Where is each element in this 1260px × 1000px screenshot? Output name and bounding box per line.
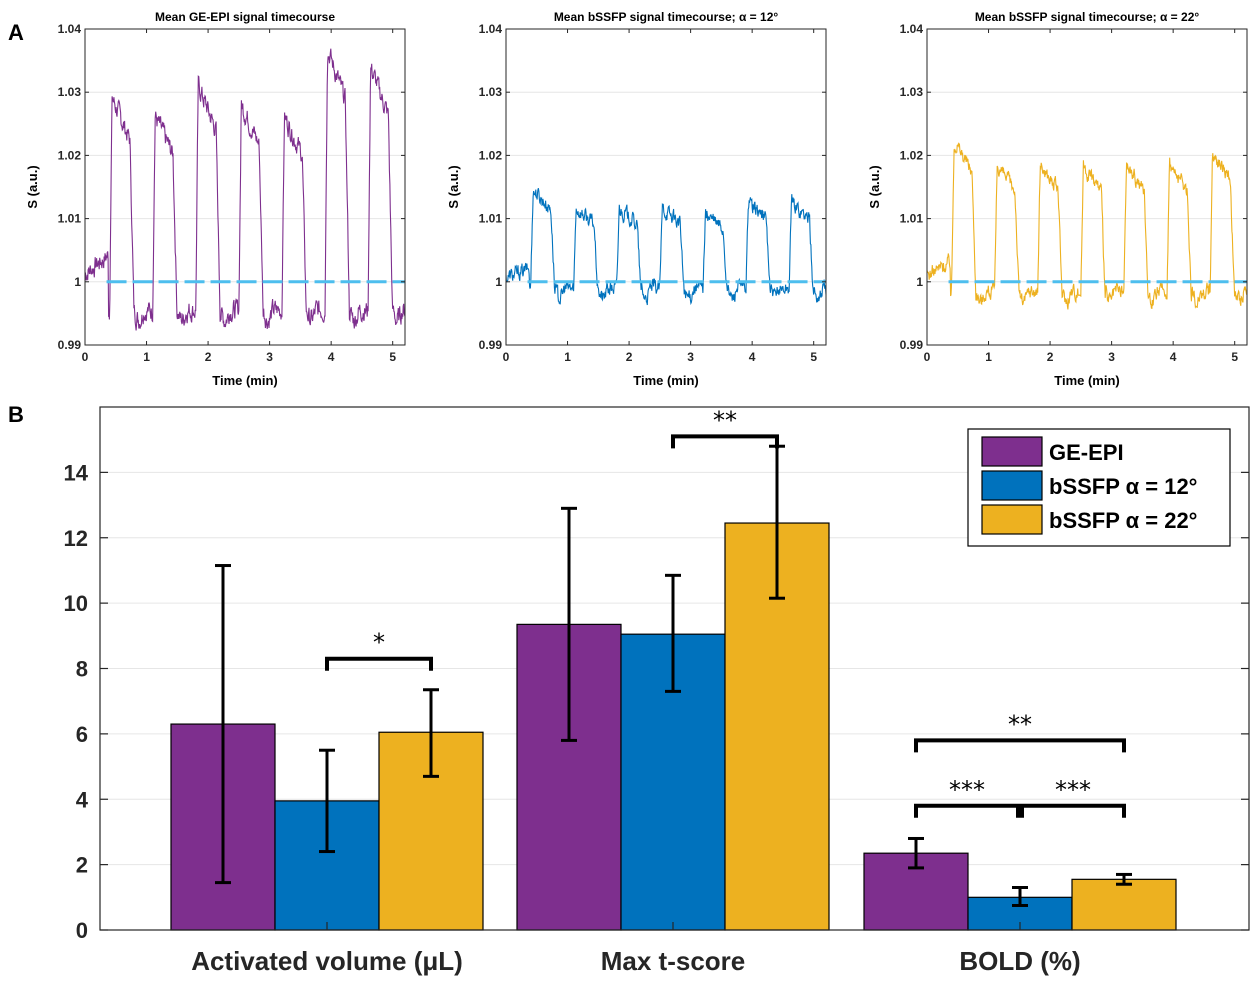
significance-bracket [914,738,1126,753]
y-tick-label: 1.02 [58,148,82,162]
y-tick-label: 1.04 [58,22,82,36]
x-tick-label: 1 [143,350,150,364]
x-tick-label: 2 [205,350,212,364]
x-tick-label: 5 [1231,350,1238,364]
x-tick-label: 0 [503,350,510,364]
axes-box [505,28,827,346]
y-tick-label: 1 [495,275,502,289]
plot-title: Mean bSSFP signal timecourse; α = 12° [554,10,779,24]
timecourse-plot-ge-epi: 0.99 1 1.01 1.02 1.03 1.04 0 1 2 3 4 5 Mean GE-EPI s… [25,10,406,388]
signal-trace [926,142,1248,310]
x-axis-label: Time (min) [1054,373,1120,388]
legend: GE-EPI bSSFP α = 12° bSSFP α = 22° [967,428,1231,547]
x-tick-label: 3 [687,350,694,364]
legend-label: bSSFP α = 22° [1049,508,1197,533]
legend-label: GE-EPI [1049,440,1124,465]
category-label: BOLD (%) [959,946,1080,976]
y-tick-label: 8 [76,657,88,682]
x-axis-label: Time (min) [633,373,699,388]
y-tick-label: 1.03 [479,85,503,99]
x-tick-label: 0 [82,350,89,364]
y-axis-label: S (a.u.) [446,165,461,208]
y-tick-label: 14 [64,460,89,485]
x-tick-label: 4 [1170,350,1177,364]
legend-swatch [981,470,1043,501]
significance-bracket [914,803,1020,818]
axes-box [84,28,406,346]
x-tick-label: 3 [266,350,273,364]
y-tick-label: 1.03 [900,85,924,99]
y-tick-label: 1 [74,275,81,289]
y-tick-label: 1.01 [58,212,82,226]
y-tick-label: 0 [76,918,88,943]
y-axis-label: S (a.u.) [25,165,40,208]
x-tick-label: 2 [626,350,633,364]
panel-label-a: A [8,20,24,45]
significance-bracket [1020,803,1126,818]
category-label: Activated volume (μL) [191,946,463,976]
panel-label-b: B [8,402,24,427]
timecourse-plot-bssfp-12: 0.99 1 1.01 1.02 1.03 1.04 0 1 2 3 4 5 Mean bSSFP si… [446,10,827,388]
y-tick-label: 6 [76,722,88,747]
y-tick-label: 1.01 [479,212,503,226]
significance-label: ** [1008,710,1032,738]
x-tick-label: 0 [924,350,931,364]
x-tick-label: 1 [564,350,571,364]
x-tick-label: 4 [328,350,335,364]
significance-label: * [373,629,385,657]
signal-trace [84,48,406,331]
significance-label: *** [949,776,985,804]
y-tick-label: 4 [76,787,89,812]
y-tick-label: 0.99 [900,338,924,352]
significance-label: ** [713,406,737,434]
x-tick-label: 5 [389,350,396,364]
significance-bracket [325,656,433,671]
x-tick-label: 2 [1047,350,1054,364]
significance-label: *** [1055,776,1091,804]
y-tick-label: 0.99 [479,338,503,352]
y-tick-label: 1.02 [479,148,503,162]
y-axis-label: S (a.u.) [867,165,882,208]
y-tick-label: 1.01 [900,212,924,226]
y-tick-label: 10 [64,591,88,616]
plot-title: Mean GE-EPI signal timecourse [155,10,335,24]
y-tick-label: 1.04 [900,22,924,36]
x-tick-label: 1 [985,350,992,364]
timecourse-plot-bssfp-22: 0.99 1 1.01 1.02 1.03 1.04 0 1 2 3 4 5 Mean bSSFP si… [867,10,1248,388]
x-axis-label: Time (min) [212,373,278,388]
x-tick-label: 3 [1108,350,1115,364]
y-tick-label: 1 [916,275,923,289]
x-tick-label: 5 [810,350,817,364]
y-tick-label: 1.02 [900,148,924,162]
y-tick-label: 1.04 [479,22,503,36]
legend-swatch [981,436,1043,467]
y-tick-label: 2 [76,853,88,878]
signal-trace [505,188,827,306]
significance-bracket [671,434,779,449]
category-label: Max t-score [601,946,746,976]
y-tick-label: 1.03 [58,85,82,99]
plot-title: Mean bSSFP signal timecourse; α = 22° [975,10,1200,24]
legend-label: bSSFP α = 12° [1049,474,1197,499]
y-tick-label: 0.99 [58,338,82,352]
y-tick-label: 12 [64,526,88,551]
legend-swatch [981,504,1043,535]
axes-box [926,28,1248,346]
x-tick-label: 4 [749,350,756,364]
bar-3-3 [1071,878,1177,931]
